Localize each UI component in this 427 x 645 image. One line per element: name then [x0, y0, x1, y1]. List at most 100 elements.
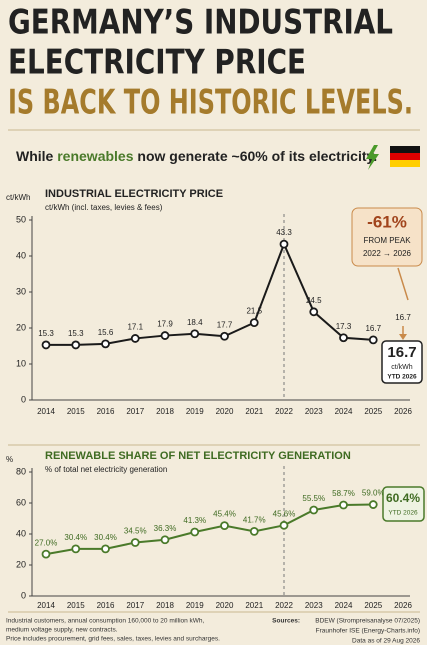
data-label: 34.5% [124, 527, 147, 536]
data-line [45, 503, 374, 556]
footnote: Price includes procurement, grid fees, s… [6, 636, 220, 643]
x-tick-label: 2017 [126, 407, 144, 416]
y-axis-unit: ct/kWh [6, 193, 30, 202]
data-point [71, 340, 81, 350]
x-tick-label: 2015 [67, 601, 85, 610]
footnote: medium voltage supply, new contracts. [6, 627, 118, 634]
source: Data as of 29 Aug 2026 [352, 638, 420, 645]
x-tick-label: 2025 [364, 407, 382, 416]
x-tick-label: 2021 [245, 601, 263, 610]
ytd-value: 16.7 [387, 344, 416, 361]
x-tick-label: 2018 [156, 407, 174, 416]
data-label: 17.3 [336, 322, 352, 331]
data-label: 41.3% [183, 516, 206, 525]
data-point [41, 549, 51, 559]
data-label: 15.3 [38, 329, 54, 338]
x-tick-label: 2014 [37, 601, 55, 610]
x-tick-label: 2021 [245, 407, 263, 416]
y-tick-label: 0 [21, 590, 26, 600]
x-tick-label: 2026 [394, 407, 412, 416]
subtitle-highlight: renewables [57, 148, 133, 164]
data-point [160, 331, 170, 340]
data-point [101, 339, 110, 349]
data-label: 41.7% [243, 515, 266, 524]
data-label: 16.7 [365, 324, 381, 333]
ytd-label: YTD 2026 [387, 374, 417, 381]
subtitle: While renewables now generate ~60% of it… [16, 148, 377, 164]
ytd-label: YTD 2026 [388, 510, 418, 517]
chart-subtitle: % of total net electricity generation [45, 465, 167, 474]
x-tick-label: 2019 [186, 601, 204, 610]
x-tick-label: 2014 [37, 407, 55, 416]
x-tick-label: 2025 [364, 601, 382, 610]
lightning-icon [366, 145, 379, 170]
data-label: 15.3 [68, 329, 84, 338]
x-tick-label: 2022 [275, 407, 293, 416]
flag-stripe [390, 146, 420, 153]
ytd-value: 60.4% [386, 491, 420, 505]
data-point [101, 544, 110, 554]
subtitle-part: While [16, 148, 54, 164]
flag-stripe [390, 153, 420, 160]
data-point [41, 340, 51, 350]
data-point [71, 544, 81, 554]
data-point [220, 521, 229, 531]
arrow [397, 267, 409, 301]
data-point [279, 520, 289, 530]
data-point [220, 331, 229, 341]
y-tick-label: 40 [16, 250, 26, 260]
data-label: 17.9 [157, 320, 173, 329]
x-tick-label: 2020 [216, 601, 234, 610]
data-label: 27.0% [35, 538, 58, 547]
y-tick-label: 40 [16, 528, 26, 538]
source: Fraunhofer ISE (Energy-Charts.info) [316, 628, 420, 635]
data-label: 59.0% [362, 489, 385, 498]
y-tick-label: 20 [16, 322, 26, 332]
callout-note: FROM PEAK [363, 236, 411, 245]
data-label: 17.1 [127, 323, 143, 332]
data-label: 45.4% [213, 510, 236, 519]
data-point [309, 307, 319, 317]
subtitle-part: now generate ~60% of its electricity. [137, 148, 377, 164]
title-line: ELECTRICITY PRICE [8, 43, 306, 83]
x-tick-label: 2018 [156, 601, 174, 610]
x-tick-label: 2015 [67, 407, 85, 416]
y-tick-label: 60 [16, 497, 26, 507]
source: BDEW (Strompreisanalyse 07/2025) [315, 618, 420, 625]
data-label: 58.7% [332, 489, 355, 498]
x-tick-label: 2026 [394, 601, 412, 610]
x-tick-label: 2016 [97, 601, 115, 610]
data-point [279, 239, 289, 249]
data-label: 21.5 [246, 307, 262, 316]
y-tick-label: 80 [16, 466, 26, 476]
footnote: Industrial customers, annual consumption… [6, 618, 205, 625]
x-tick-label: 2024 [335, 601, 353, 610]
data-label: 24.5 [306, 296, 322, 305]
y-tick-label: 30 [16, 286, 26, 296]
ytd-small-label: 16.7 [395, 313, 411, 322]
sources-label: Sources: [272, 618, 300, 625]
data-label: 36.3% [154, 524, 177, 533]
ytd-box [381, 340, 423, 384]
data-label: 17.7 [217, 320, 233, 329]
title-line: GERMANY’S INDUSTRIAL [8, 3, 393, 43]
data-point [190, 329, 200, 339]
x-tick-label: 2022 [275, 601, 293, 610]
y-tick-label: 10 [16, 358, 26, 368]
callout-box [351, 207, 423, 267]
data-line [46, 241, 374, 346]
data-point [368, 335, 378, 345]
x-tick-label: 2017 [126, 601, 144, 610]
data-point [368, 500, 378, 509]
data-label: 30.4% [64, 533, 87, 542]
data-point [160, 535, 170, 545]
chart-subtitle: ct/kWh (incl. taxes, levies & fees) [45, 203, 163, 212]
data-label: 45.6% [273, 509, 296, 518]
ytd-unit: ct/kWh [391, 364, 412, 371]
data-point [249, 318, 259, 328]
y-axis-unit: % [6, 455, 13, 464]
data-label: 43.3 [276, 228, 292, 237]
data-label: 18.4 [187, 318, 203, 327]
y-tick-label: 50 [16, 214, 26, 224]
data-label: 55.5% [302, 494, 325, 503]
